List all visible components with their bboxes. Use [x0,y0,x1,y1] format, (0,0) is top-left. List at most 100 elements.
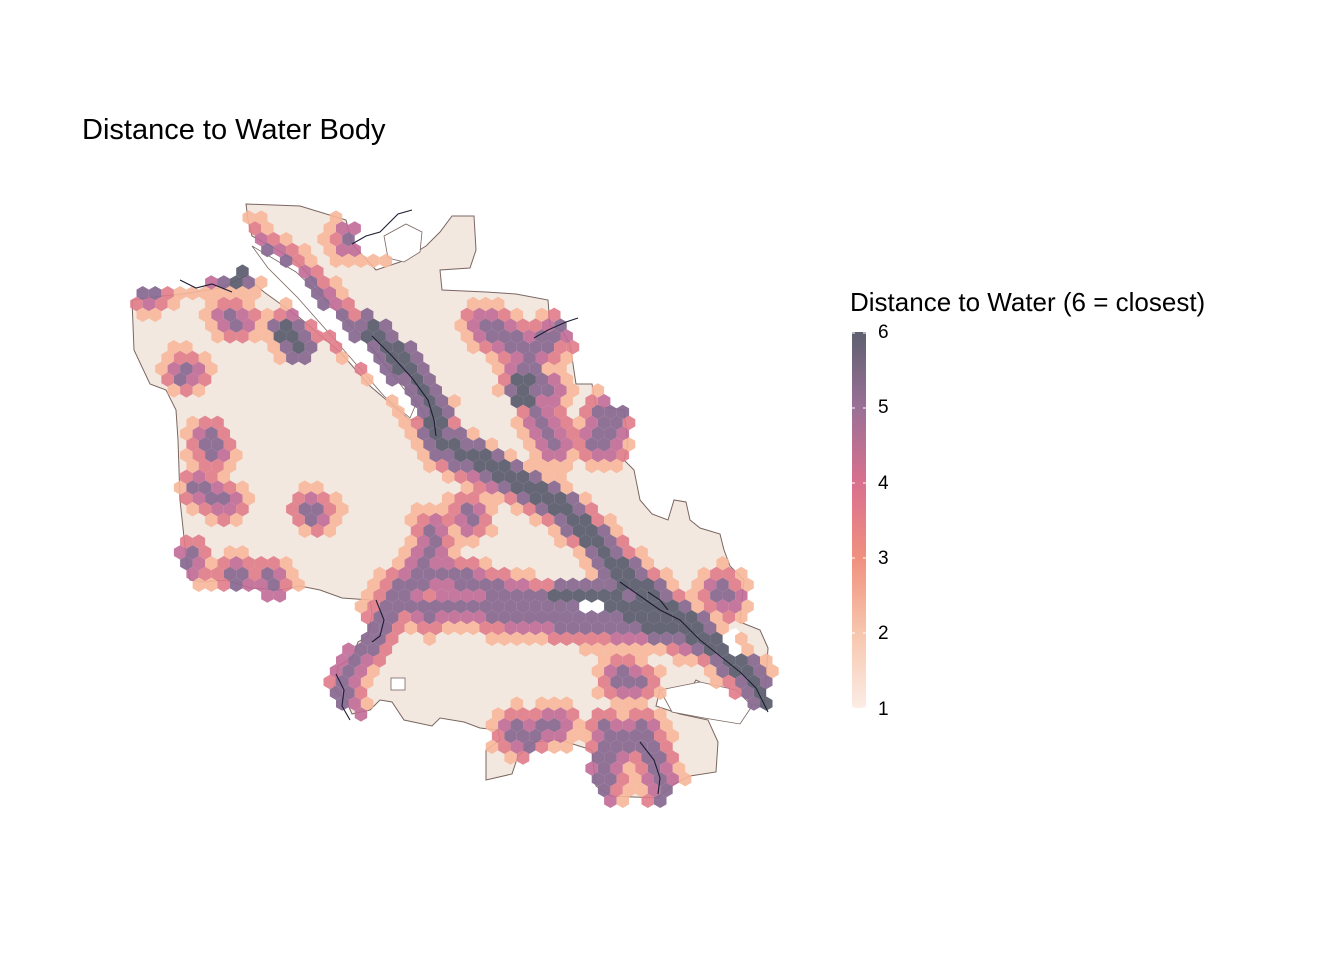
hex-cell [554,534,567,549]
hex-cell [379,361,393,376]
hex-cell [336,502,349,517]
hex-cell [560,696,573,711]
hex-cell [367,577,380,592]
hex-cell [635,631,648,646]
hex-cell [205,448,218,463]
hex-cell [392,577,405,592]
hex-cell [566,707,580,722]
hex-cell [329,253,343,268]
hex-cell [529,426,542,441]
hex-cell [591,772,605,787]
hex-cell [211,286,224,301]
hex-cell [442,512,455,528]
hex-cell [498,718,511,733]
hex-cell [286,350,299,366]
hex-cell [716,577,729,592]
hex-cell [535,458,548,474]
legend-tick-5: 5 [878,397,889,418]
hex-cell [641,685,654,700]
hex-cell [342,318,355,333]
hex-cell [703,599,717,614]
hex-cell [485,458,499,474]
hex-cell [317,491,330,506]
hex-cell [454,318,467,333]
hex-cell [466,426,480,441]
hex-cell [479,296,492,312]
hex-cell [261,221,274,236]
hex-cell [560,502,573,517]
hex-cell [217,426,230,441]
hex-cell [466,556,480,571]
hex-cell [217,491,230,506]
hex-cell [485,307,499,322]
hex-cell [566,426,580,441]
hex-cell [367,664,380,679]
hex-cell [360,588,374,603]
hex-cell [566,620,580,636]
hex-cell [604,642,617,657]
hex-cell [417,448,430,463]
hex-cell [304,253,318,268]
hex-cell [685,610,698,625]
hex-cell [454,469,467,484]
hex-cell [548,329,561,344]
hex-cell [279,577,293,592]
hex-cell [398,415,411,430]
hex-cell [597,718,611,733]
hex-cell [529,728,542,744]
hex-cell [323,523,336,538]
hex-cell [192,469,206,484]
hex-cell [554,491,567,506]
hex-cell [548,350,561,366]
hex-cell [666,577,679,592]
hex-cell [379,253,393,268]
hex-cell [136,307,149,322]
hex-cell [448,502,461,517]
hex-cell [217,469,230,484]
hex-cell [454,512,467,528]
hex-cell [398,350,411,366]
hex-cell [735,674,748,690]
hex-cell [460,458,474,474]
hex-cell [535,480,548,495]
hex-cell [660,610,673,625]
hex-cell [279,296,293,312]
hex-cell [566,340,580,355]
hex-cell [311,329,324,344]
hex-cell [273,350,287,366]
hex-cell [541,620,555,636]
hex-cell [747,674,760,690]
hex-cell [336,242,349,258]
hex-cell [622,588,636,603]
hex-cell [635,674,648,690]
hex-cell [541,707,555,722]
hex-cell [604,685,617,700]
hex-cell [510,566,524,582]
hex-cell [548,394,561,409]
hex-cell [504,620,517,636]
hex-cell [535,588,548,603]
hex-cell [597,458,611,474]
hex-cell [180,534,193,549]
hex-cell [504,599,517,614]
hex-cell [479,512,492,528]
hex-cell [741,664,754,679]
hex-cell [186,350,199,366]
hex-cell [548,718,561,733]
hex-cell [622,566,636,582]
hex-cell [572,610,586,625]
hex-cell [317,296,330,312]
hex-cell [741,577,754,592]
hex-cell [716,556,729,571]
hex-cell [167,361,181,376]
hex-cell [205,577,218,592]
hex-cell [454,620,467,636]
hex-cell [248,566,262,582]
hex-cell [267,340,280,355]
hex-cell [180,426,193,441]
hex-cell [722,674,736,690]
hex-cell [385,631,399,646]
hex-cell [211,415,224,430]
hex-cell [286,502,299,517]
hex-cell [647,631,661,646]
